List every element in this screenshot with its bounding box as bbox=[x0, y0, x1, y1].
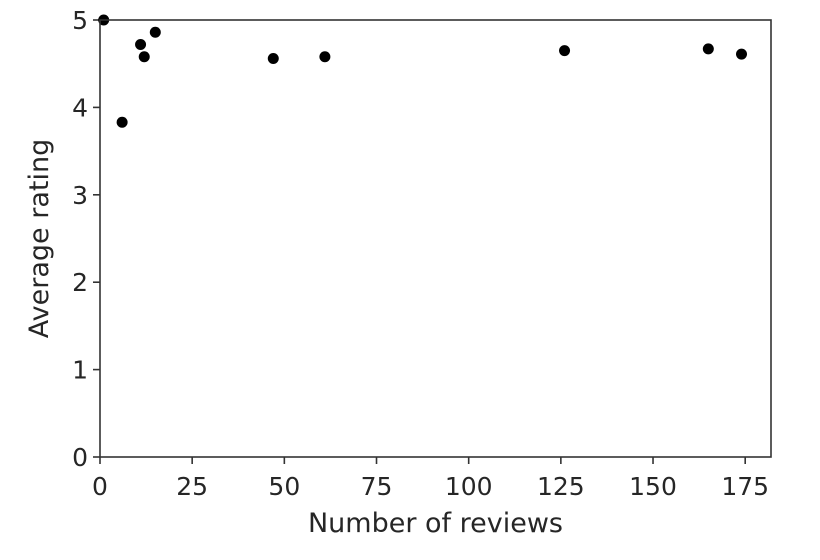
x-tick-label: 125 bbox=[537, 472, 585, 501]
data-point bbox=[702, 43, 714, 55]
y-axis-label: Average rating bbox=[24, 139, 55, 338]
x-tick-label: 75 bbox=[361, 472, 393, 501]
data-point bbox=[135, 38, 147, 50]
axis-ticks: 0 25 50 75 100 125 150 175 0 1 2 3 4 5 bbox=[72, 6, 769, 501]
data-point bbox=[319, 51, 331, 63]
y-tick-label: 5 bbox=[72, 6, 88, 35]
data-point bbox=[149, 26, 161, 38]
x-tick-label: 100 bbox=[445, 472, 493, 501]
plot-frame bbox=[99, 19, 772, 458]
data-point bbox=[267, 52, 279, 64]
data-point bbox=[736, 48, 748, 60]
x-tick-label: 50 bbox=[268, 472, 300, 501]
data-point bbox=[559, 45, 571, 57]
x-axis-label: Number of reviews bbox=[308, 508, 563, 539]
y-tick-label: 0 bbox=[72, 443, 88, 472]
y-tick-label: 2 bbox=[72, 268, 88, 297]
x-tick-label: 0 bbox=[92, 472, 108, 501]
y-tick-label: 3 bbox=[72, 181, 88, 210]
data-points bbox=[98, 14, 748, 128]
y-tick-label: 4 bbox=[72, 93, 88, 122]
x-tick-label: 150 bbox=[629, 472, 677, 501]
x-tick-label: 175 bbox=[721, 472, 769, 501]
x-tick-label: 25 bbox=[176, 472, 208, 501]
y-tick-label: 1 bbox=[72, 356, 88, 385]
data-point bbox=[138, 51, 150, 63]
data-point bbox=[116, 116, 128, 128]
